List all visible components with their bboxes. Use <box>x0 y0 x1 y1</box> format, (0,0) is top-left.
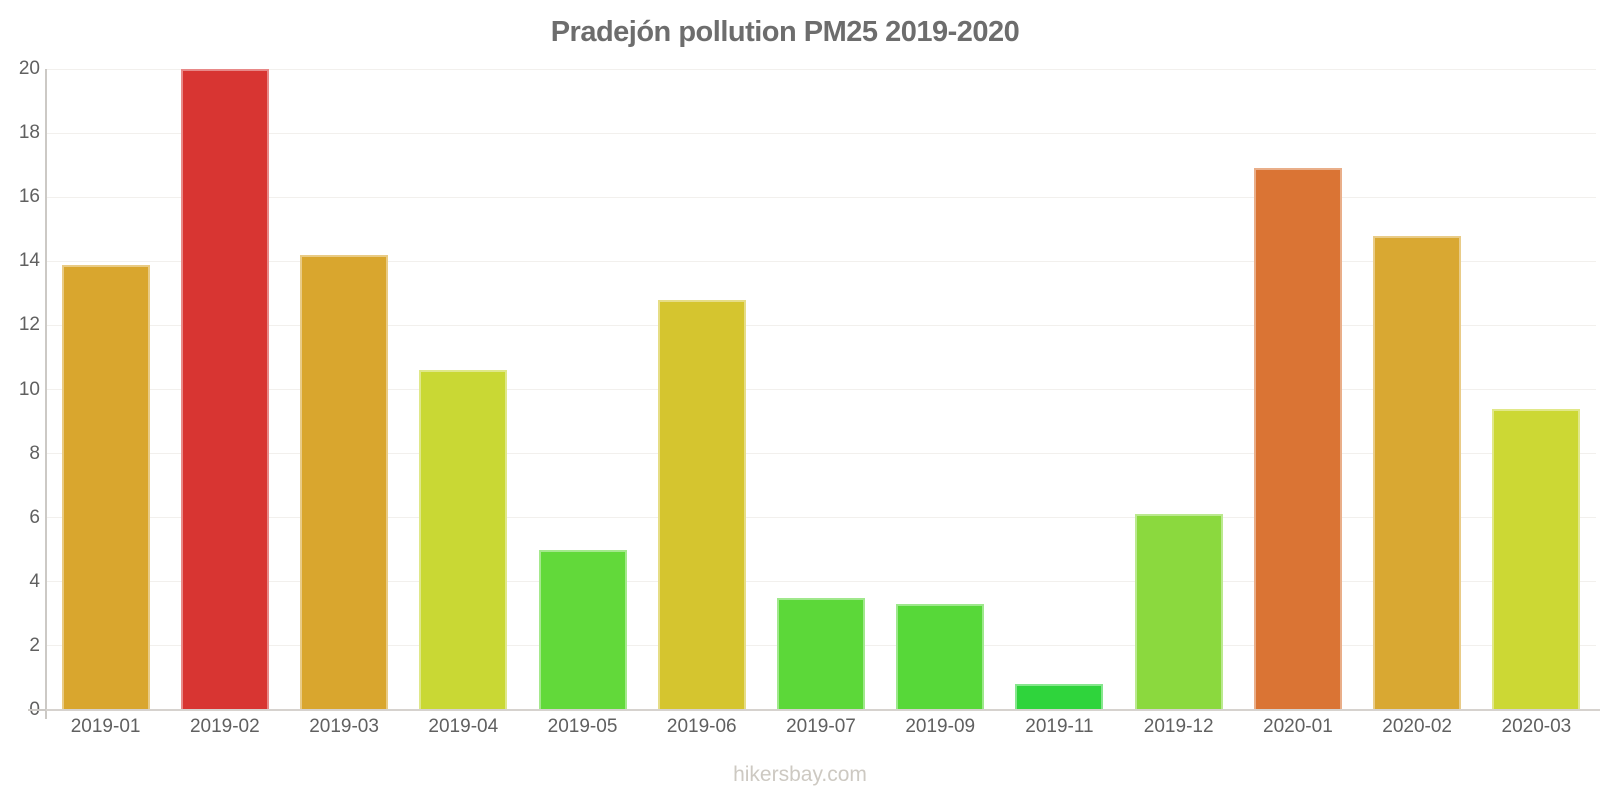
bar-2020-01 <box>1253 168 1342 710</box>
gridline-12 <box>46 324 1596 326</box>
bar-2019-01 <box>61 264 150 710</box>
y-tick-label-12: 12 <box>18 314 40 336</box>
y-tick-label-8: 8 <box>29 442 40 464</box>
y-tick-label-18: 18 <box>18 122 40 144</box>
x-tick-label-2020-01: 2020-01 <box>1263 716 1333 737</box>
gridline-4 <box>46 581 1596 583</box>
gridline-14 <box>46 260 1596 262</box>
x-tick-label-2019-03: 2019-03 <box>309 716 379 737</box>
gridline-8 <box>46 453 1596 455</box>
gridline-10 <box>46 389 1596 390</box>
x-axis-line <box>46 709 1600 711</box>
bar-2019-09 <box>896 604 985 710</box>
x-tick-label-2020-02: 2020-02 <box>1382 716 1452 737</box>
gridline-18 <box>46 132 1596 134</box>
bar-2019-11 <box>1015 684 1104 710</box>
bar-2019-12 <box>1134 514 1223 710</box>
bar-2019-06 <box>657 299 746 710</box>
y-tick-label-10: 10 <box>18 378 40 400</box>
gridline-20 <box>46 68 1596 70</box>
x-tick-label-2019-09: 2019-09 <box>905 716 976 737</box>
y-tick-label-6: 6 <box>29 506 40 528</box>
watermark-hikersbay: hikersbay.com <box>733 763 867 786</box>
x-tick-label-2019-12: 2019-12 <box>1143 716 1214 737</box>
y-tick-label-14: 14 <box>18 250 40 272</box>
gridline-6 <box>46 517 1596 519</box>
x-tick-label-2019-07: 2019-07 <box>786 716 856 737</box>
bar-2019-03 <box>300 254 389 710</box>
x-tick-label-2019-05: 2019-05 <box>547 716 618 737</box>
bar-2019-02 <box>180 69 269 710</box>
x-tick-label-2019-06: 2019-06 <box>666 716 737 737</box>
y-tick-label-4: 4 <box>29 570 40 592</box>
gridline-16 <box>46 196 1596 198</box>
x-tick-label-2019-04: 2019-04 <box>428 716 499 737</box>
y-tick-label-2: 2 <box>29 634 40 656</box>
bar-2019-05 <box>538 549 627 710</box>
bar-2020-02 <box>1373 235 1462 710</box>
bar-2020-03 <box>1492 408 1581 710</box>
chart-title: Pradejón pollution PM25 2019-2020 <box>550 16 1020 48</box>
zero-tick <box>28 709 46 711</box>
y-axis-line <box>45 69 47 719</box>
bar-2019-07 <box>777 597 865 710</box>
x-tick-label-2019-11: 2019-11 <box>1025 716 1094 737</box>
y-tick-label-20: 20 <box>18 58 40 79</box>
y-tick-label-16: 16 <box>18 186 40 208</box>
x-tick-label-2020-03: 2020-03 <box>1501 716 1572 737</box>
x-tick-label-2019-01: 2019-01 <box>70 716 141 737</box>
bar-2019-04 <box>419 370 508 710</box>
x-tick-label-2019-02: 2019-02 <box>189 716 260 737</box>
